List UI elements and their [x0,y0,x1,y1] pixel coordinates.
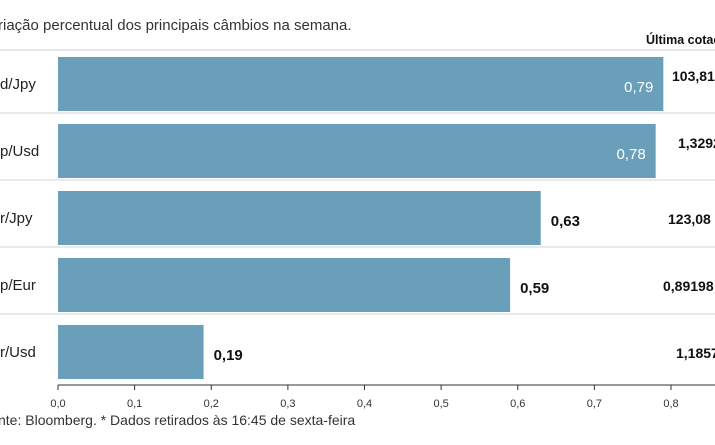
x-tick-label: 0,1 [127,398,142,410]
last-quote-header: Última cotaç [646,33,715,47]
category-label: r/Jpy [0,210,33,227]
x-tick-label: 0,4 [357,398,372,410]
bar [58,57,664,111]
x-tick-label: 0,8 [663,398,678,410]
x-tick-label: 0,0 [50,398,65,410]
x-tick-label: 0,5 [433,398,448,410]
last-quote: 103,81 [672,68,715,84]
last-quote: 0,89198 [663,278,714,294]
value-label: 0,19 [214,347,243,364]
bar [58,124,656,178]
value-label: 0,78 [616,146,645,163]
category-label: d/Jpy [0,76,36,93]
last-quote: 1,1857 [676,345,715,361]
source-note: nte: Bloomberg. * Dados retirados às 16:… [0,412,356,428]
x-tick-label: 0,2 [204,398,219,410]
category-label: p/Eur [0,277,36,294]
x-tick-label: 0,3 [280,398,295,410]
last-quote: 123,08 [668,211,711,227]
bar [58,191,541,245]
chart-subtitle: riação percentual dos principais câmbios… [0,17,352,34]
category-label: r/Usd [0,344,36,361]
last-quote: 1,3292 [678,135,715,151]
bar [58,325,204,379]
value-label: 0,79 [624,79,653,96]
x-tick-label: 0,7 [587,398,602,410]
value-label: 0,63 [551,213,580,230]
value-label: 0,59 [520,280,549,297]
bar [58,258,511,312]
category-label: p/Usd [0,143,39,160]
x-tick-label: 0,6 [510,398,525,410]
